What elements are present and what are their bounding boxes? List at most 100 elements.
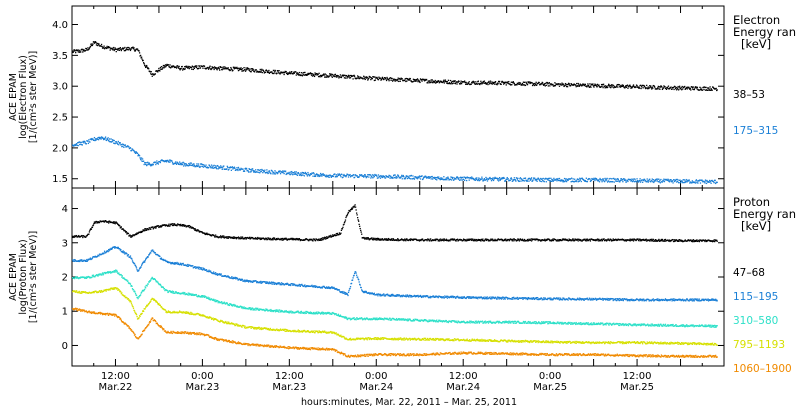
data-point <box>463 179 466 182</box>
data-point <box>421 238 424 240</box>
data-point <box>289 283 291 286</box>
data-point <box>145 228 147 230</box>
data-point <box>433 81 435 84</box>
data-point <box>568 239 571 241</box>
data-point <box>282 71 285 74</box>
data-point <box>584 179 586 182</box>
data-point <box>510 81 512 83</box>
data-point <box>618 84 620 86</box>
data-point <box>183 165 185 167</box>
data-point <box>210 234 212 236</box>
data-point <box>704 182 706 184</box>
data-point <box>424 295 426 297</box>
data-point <box>73 145 75 147</box>
data-point <box>553 177 555 180</box>
data-point <box>414 80 416 82</box>
data-point <box>319 76 321 78</box>
data-point <box>146 257 148 259</box>
data-point <box>346 214 348 217</box>
data-point <box>222 67 224 69</box>
data-point <box>112 139 114 141</box>
data-point <box>639 238 641 240</box>
data-point <box>366 77 368 79</box>
data-point <box>338 234 340 236</box>
data-point <box>534 238 536 240</box>
data-point <box>706 240 709 242</box>
data-point <box>259 281 261 283</box>
data-point <box>170 262 173 264</box>
data-point <box>611 86 613 88</box>
data-point <box>609 181 611 183</box>
data-point <box>558 83 560 85</box>
data-point <box>177 162 179 165</box>
data-point <box>453 177 456 179</box>
data-point <box>440 178 442 180</box>
data-point <box>316 74 318 76</box>
data-point <box>280 238 283 240</box>
data-point <box>168 66 171 68</box>
data-point <box>484 179 487 181</box>
data-point <box>299 173 301 176</box>
data-point <box>589 239 591 241</box>
data-point <box>661 88 664 91</box>
data-point <box>560 84 563 86</box>
data-point <box>89 46 91 49</box>
data-point <box>122 145 124 147</box>
data-point <box>343 223 345 226</box>
data-point <box>578 180 580 182</box>
data-point <box>548 177 550 179</box>
data-point <box>358 76 360 78</box>
data-point <box>651 88 653 90</box>
data-point <box>586 180 589 183</box>
data-point <box>270 282 272 284</box>
data-point <box>192 68 194 71</box>
data-point <box>195 267 197 270</box>
data-point <box>477 238 479 241</box>
data-point <box>114 142 116 145</box>
data-point <box>378 239 381 241</box>
data-point <box>185 226 187 228</box>
data-point <box>203 65 206 67</box>
data-point <box>393 294 395 296</box>
data-point <box>446 179 448 181</box>
data-point <box>714 239 716 241</box>
data-point <box>131 260 134 262</box>
data-point <box>692 88 694 90</box>
data-point <box>476 297 478 299</box>
data-point <box>558 240 560 242</box>
data-point <box>374 76 376 78</box>
data-point <box>496 296 499 298</box>
y-tick-label: 2.5 <box>52 113 68 124</box>
data-point <box>459 176 462 178</box>
data-point <box>658 238 660 241</box>
data-point <box>205 232 207 234</box>
data-point <box>95 220 98 223</box>
data-point <box>165 65 167 68</box>
y-tick-label: 0 <box>62 341 68 352</box>
data-point <box>361 174 363 176</box>
data-point <box>404 238 406 240</box>
data-point <box>491 239 493 241</box>
data-point <box>358 220 360 222</box>
data-point <box>77 49 79 52</box>
data-point <box>644 239 646 242</box>
data-point <box>307 73 310 76</box>
data-point <box>260 70 262 72</box>
y-axis-label-line: ACE EPAM <box>8 73 19 121</box>
data-point <box>170 263 172 265</box>
data-point <box>422 177 425 179</box>
data-point <box>348 289 350 292</box>
data-point <box>438 176 440 178</box>
data-point <box>317 75 320 78</box>
data-point <box>335 175 337 178</box>
data-point <box>542 83 544 86</box>
data-point <box>651 178 653 180</box>
data-point <box>660 240 662 242</box>
data-point <box>577 181 579 183</box>
data-point <box>264 238 266 241</box>
data-point <box>498 177 501 179</box>
data-point <box>617 86 619 88</box>
data-point <box>658 88 660 90</box>
data-point <box>272 173 274 175</box>
